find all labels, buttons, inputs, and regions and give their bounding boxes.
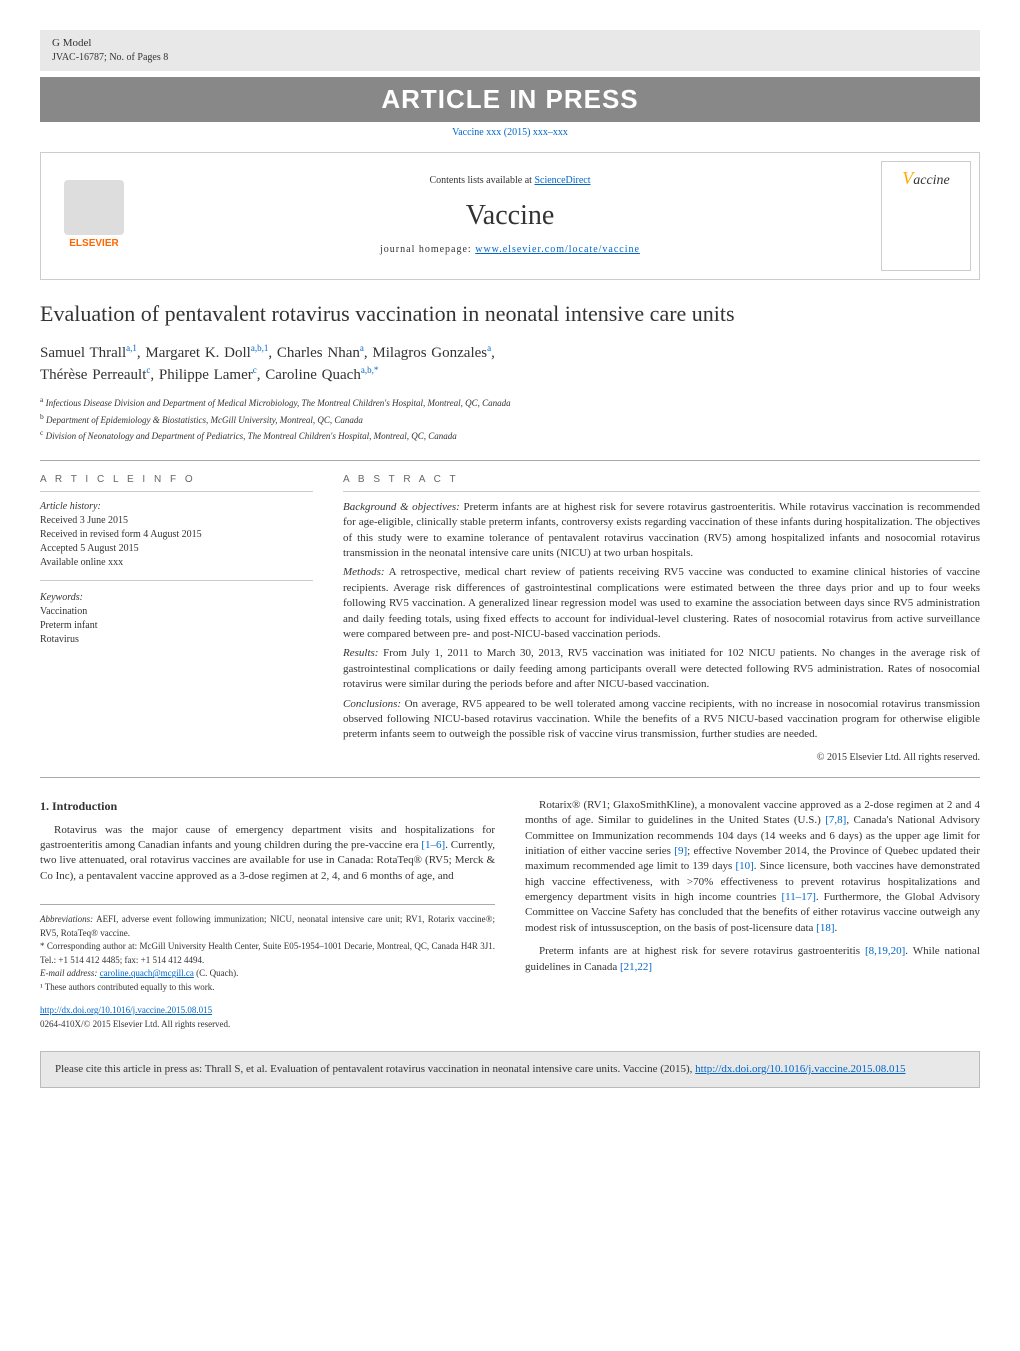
affil-a: Infectious Disease Division and Departme… [46, 398, 511, 408]
press-banner: ARTICLE IN PRESS [40, 77, 980, 121]
gmodel-label: G Model [52, 36, 968, 51]
journal-name: Vaccine [139, 196, 881, 235]
conclusions-text: On average, RV5 appeared to be well tole… [343, 698, 980, 741]
contents-link-row: Contents lists available at ScienceDirec… [139, 174, 881, 188]
column-left: 1. Introduction Rotavirus was the major … [40, 798, 495, 1031]
abbrev-text: AEFI, adverse event following immunizati… [40, 914, 495, 938]
doi-link[interactable]: http://dx.doi.org/10.1016/j.vaccine.2015… [40, 1005, 212, 1015]
ref-7-8[interactable]: [7,8] [825, 814, 846, 826]
conclusions-label: Conclusions: [343, 698, 401, 710]
vaccine-reference: Vaccine xxx (2015) xxx–xxx [40, 126, 980, 140]
article-title: Evaluation of pentavalent rotavirus vacc… [40, 300, 980, 329]
ref-9[interactable]: [9] [674, 845, 687, 857]
contents-label: Contents lists available at [429, 175, 534, 186]
vaccine-logo-text: Vaccine [902, 166, 950, 191]
ref-1-6[interactable]: [1–6] [421, 839, 445, 851]
article-info: A R T I C L E I N F O Article history: R… [40, 473, 313, 765]
journal-center: Contents lists available at ScienceDirec… [139, 174, 881, 257]
revised-date: Received in revised form 4 August 2015 [40, 528, 313, 542]
online-date: Available online xxx [40, 556, 313, 570]
results-text: From July 1, 2011 to March 30, 2013, RV5… [343, 647, 980, 690]
ref-21-22[interactable]: [21,22] [620, 961, 652, 973]
email-link[interactable]: caroline.quach@mcgill.ca [100, 968, 194, 978]
affil-b: Department of Epidemiology & Biostatisti… [46, 415, 363, 425]
intro-p1: Rotavirus was the major cause of emergen… [40, 823, 495, 885]
abstract: A B S T R A C T Background & objectives:… [343, 473, 980, 765]
history-label: Article history: [40, 500, 313, 514]
info-heading: A R T I C L E I N F O [40, 473, 313, 492]
journal-homepage: journal homepage: www.elsevier.com/locat… [139, 243, 881, 257]
keyword-2: Preterm infant [40, 619, 313, 633]
affiliations: a Infectious Disease Division and Depart… [40, 394, 980, 444]
keyword-3: Rotavirus [40, 633, 313, 647]
authors: Samuel Thralla,1, Margaret K. Dolla,b,1,… [40, 342, 980, 386]
intro-heading: 1. Introduction [40, 798, 495, 815]
results-label: Results: [343, 647, 378, 659]
homepage-label: journal homepage: [380, 244, 475, 255]
corresponding-author: * Corresponding author at: McGill Univer… [40, 940, 495, 967]
abstract-heading: A B S T R A C T [343, 473, 980, 492]
keywords-label: Keywords: [40, 591, 313, 605]
vaccine-cover-logo: Vaccine [881, 161, 971, 271]
email-label: E-mail address: [40, 968, 97, 978]
info-abstract-container: A R T I C L E I N F O Article history: R… [40, 460, 980, 778]
accepted-date: Accepted 5 August 2015 [40, 542, 313, 556]
body-columns: 1. Introduction Rotavirus was the major … [40, 798, 980, 1031]
citation-box: Please cite this article in press as: Th… [40, 1051, 980, 1088]
footnotes: Abbreviations: AEFI, adverse event follo… [40, 904, 495, 1031]
elsevier-logo: ELSEVIER [49, 171, 139, 261]
ref-10[interactable]: [10] [735, 860, 753, 872]
abbrev-label: Abbreviations: [40, 914, 93, 924]
column-right: Rotarix® (RV1; GlaxoSmithKline), a monov… [525, 798, 980, 1031]
keyword-1: Vaccination [40, 605, 313, 619]
journal-header: ELSEVIER Contents lists available at Sci… [40, 152, 980, 280]
elsevier-text: ELSEVIER [69, 237, 118, 251]
jvac-label: JVAC-16787; No. of Pages 8 [52, 51, 968, 65]
homepage-link[interactable]: www.elsevier.com/locate/vaccine [475, 244, 640, 255]
intro-p3: Preterm infants are at highest risk for … [525, 944, 980, 975]
citation-text: Please cite this article in press as: Th… [55, 1063, 695, 1075]
intro-p2: Rotarix® (RV1; GlaxoSmithKline), a monov… [525, 798, 980, 937]
copyright: © 2015 Elsevier Ltd. All rights reserved… [343, 751, 980, 765]
sciencedirect-link[interactable]: ScienceDirect [534, 175, 590, 186]
ref-8-19-20[interactable]: [8,19,20] [865, 945, 905, 957]
header-bar: G Model JVAC-16787; No. of Pages 8 [40, 30, 980, 71]
background-label: Background & objectives: [343, 501, 460, 513]
ref-18[interactable]: [18] [816, 922, 834, 934]
methods-label: Methods: [343, 566, 385, 578]
methods-text: A retrospective, medical chart review of… [343, 566, 980, 640]
ref-11-17[interactable]: [11–17] [781, 891, 815, 903]
received-date: Received 3 June 2015 [40, 514, 313, 528]
elsevier-tree-icon [64, 180, 124, 235]
citation-doi-link[interactable]: http://dx.doi.org/10.1016/j.vaccine.2015… [695, 1063, 905, 1075]
issn-copyright: 0264-410X/© 2015 Elsevier Ltd. All right… [40, 1019, 230, 1029]
affil-c: Division of Neonatology and Department o… [46, 431, 457, 441]
email-name: (C. Quach). [196, 968, 238, 978]
equal-contrib: ¹ These authors contributed equally to t… [40, 981, 495, 995]
